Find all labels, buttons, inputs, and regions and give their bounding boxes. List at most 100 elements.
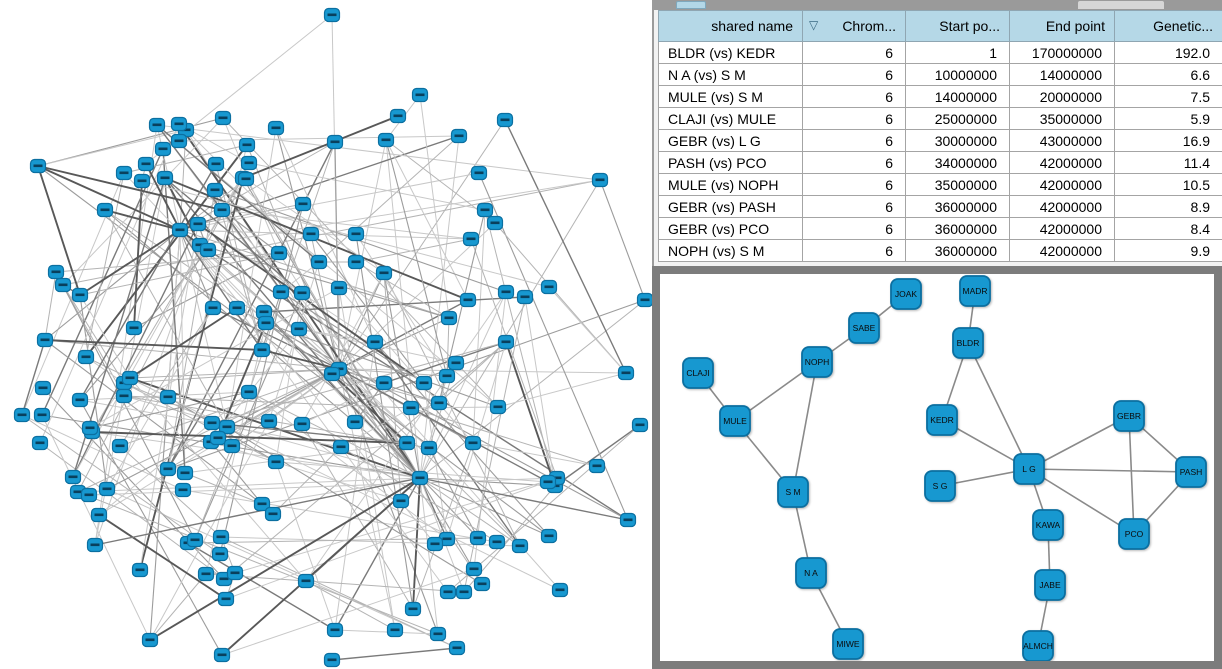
overview-node[interactable] [386,622,404,638]
edge-BLDR-L G[interactable] [967,342,1030,470]
table-cell[interactable]: 6 [802,151,906,174]
table-cell[interactable]: 5.9 [1114,107,1222,130]
overview-node[interactable] [377,132,395,148]
overview-node[interactable] [204,300,222,316]
overview-node[interactable] [131,562,149,578]
table-row[interactable]: GEBR (vs) L G 6 30000000 43000000 16.9 [658,129,1222,152]
table-row[interactable]: MULE (vs) S M 6 14000000 20000000 7.5 [658,85,1222,108]
node-shape[interactable] [795,557,827,589]
overview-node[interactable] [156,170,174,186]
node-shape[interactable] [1175,456,1207,488]
node-JOAK[interactable]: JOAK [890,278,922,310]
overview-node[interactable] [540,528,558,544]
overview-node[interactable] [206,182,224,198]
overview-node[interactable] [447,355,465,371]
table-cell[interactable]: N A (vs) S M [658,63,803,86]
overview-node[interactable] [420,440,438,456]
edge-L G-GEBR[interactable] [1028,415,1130,470]
overview-node[interactable] [13,407,31,423]
overview-node[interactable] [636,292,653,308]
overview-node[interactable] [631,417,649,433]
node-shape[interactable] [952,327,984,359]
overview-node[interactable] [96,202,114,218]
node-NOPH[interactable]: NOPH [801,346,833,378]
overview-node[interactable] [212,529,230,545]
overview-node[interactable] [237,171,255,187]
overview-node[interactable] [551,582,569,598]
overview-node[interactable] [214,110,232,126]
overview-node[interactable] [591,172,609,188]
overview-node[interactable] [347,254,365,270]
table-cell[interactable]: GEBR (vs) PASH [658,195,803,218]
table-cell[interactable]: 6.6 [1114,63,1222,86]
filter-icon[interactable]: ▽ [809,18,819,32]
table-cell[interactable]: 6 [802,129,906,152]
table-cell[interactable]: PASH (vs) PCO [658,151,803,174]
overview-node[interactable] [272,284,290,300]
column-header-1[interactable]: ▽ Chrom... [802,10,906,42]
node-shape[interactable] [924,470,956,502]
node-shape[interactable] [1118,518,1150,550]
overview-node[interactable] [429,626,447,642]
table-cell[interactable]: 36000000 [905,217,1010,240]
overview-node[interactable] [462,231,480,247]
table-cell[interactable]: 42000000 [1009,217,1115,240]
overview-node[interactable] [270,245,288,261]
node-shape[interactable] [959,275,991,307]
table-cell[interactable]: 8.9 [1114,195,1222,218]
overview-node[interactable] [486,215,504,231]
overview-node[interactable] [199,242,217,258]
table-cell[interactable]: 34000000 [905,151,1010,174]
overview-node[interactable] [159,389,177,405]
table-cell[interactable]: 6 [802,195,906,218]
overview-node[interactable] [465,561,483,577]
overview-node[interactable] [240,155,258,171]
overview-node[interactable] [159,461,177,477]
table-row[interactable]: NOPH (vs) S M 6 36000000 42000000 9.9 [658,239,1222,262]
node-shape[interactable] [1022,630,1054,661]
overview-node[interactable] [141,632,159,648]
overview-node[interactable] [323,652,341,668]
table-cell[interactable]: 6 [802,239,906,262]
table-cell[interactable]: 20000000 [1009,85,1115,108]
overview-node[interactable] [310,254,328,270]
table-cell[interactable]: GEBR (vs) L G [658,129,803,152]
table-cell[interactable]: 7.5 [1114,85,1222,108]
edge-GEBR-PCO[interactable] [1128,415,1135,535]
overview-node[interactable] [170,116,188,132]
node-shape[interactable] [1013,453,1045,485]
table-cell[interactable]: 35000000 [905,173,1010,196]
node-BLDR[interactable]: BLDR [952,327,984,359]
overview-node[interactable] [54,277,72,293]
overview-node[interactable] [111,438,129,454]
table-cell[interactable]: 10000000 [905,63,1010,86]
table-cell[interactable]: 16.9 [1114,129,1222,152]
overview-node[interactable] [366,334,384,350]
column-header-0[interactable]: shared name [658,10,803,42]
overview-node[interactable] [293,285,311,301]
overview-node[interactable] [476,202,494,218]
overview-node[interactable] [415,375,433,391]
overview-node[interactable] [294,196,312,212]
node-JABE[interactable]: JABE [1034,569,1066,601]
overview-node[interactable] [326,134,344,150]
overview-node[interactable] [404,601,422,617]
node-N A[interactable]: N A [795,557,827,589]
node-S G[interactable]: S G [924,470,956,502]
overview-node[interactable] [238,137,256,153]
table-cell[interactable]: 6 [802,107,906,130]
overview-node[interactable] [347,226,365,242]
edge-NOPH-S M[interactable] [792,361,818,493]
table-row[interactable]: BLDR (vs) KEDR 6 1 170000000 192.0 [658,41,1222,64]
table-cell[interactable]: 43000000 [1009,129,1115,152]
overview-node[interactable] [389,108,407,124]
table-cell[interactable]: 14000000 [1009,63,1115,86]
table-cell[interactable]: 14000000 [905,85,1010,108]
overview-node[interactable] [332,439,350,455]
overview-node[interactable] [86,537,104,553]
overview-node[interactable] [197,566,215,582]
table-row[interactable]: CLAJI (vs) MULE 6 25000000 35000000 5.9 [658,107,1222,130]
overview-node[interactable] [619,512,637,528]
table-cell[interactable]: NOPH (vs) S M [658,239,803,262]
overview-node[interactable] [121,370,139,386]
